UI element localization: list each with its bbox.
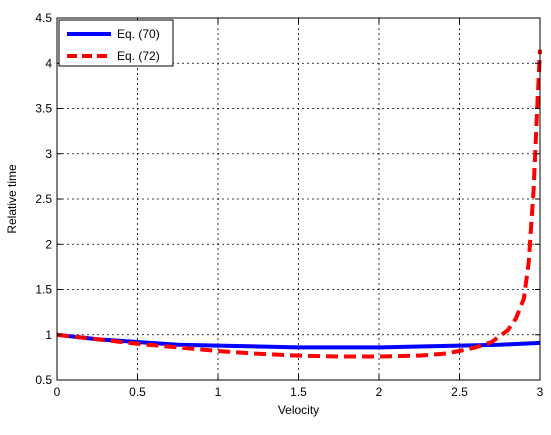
y-tick-label: 1 bbox=[45, 328, 52, 342]
y-tick-label: 4 bbox=[45, 56, 52, 70]
tick-marks bbox=[56, 17, 541, 381]
x-tick-label: 1 bbox=[215, 385, 222, 399]
x-tick-label: 1.5 bbox=[290, 385, 307, 399]
legend-box bbox=[58, 19, 174, 67]
y-tick-label: 1.5 bbox=[35, 283, 52, 297]
x-tick-label: 2 bbox=[376, 385, 383, 399]
y-tick-labels: 0.5 1 1.5 2 2.5 3 3.5 4 4.5 bbox=[35, 11, 52, 387]
legend-label-eq72: Eq. (72) bbox=[117, 49, 160, 63]
legend-label-eq70: Eq. (70) bbox=[117, 27, 160, 41]
x-tick-labels: 0 0.5 1 1.5 2 2.5 3 bbox=[54, 385, 544, 399]
y-tick-label: 4.5 bbox=[35, 11, 52, 25]
y-tick-label: 2 bbox=[45, 237, 52, 251]
legend: Eq. (70) Eq. (72) bbox=[58, 19, 174, 67]
y-tick-label: 0.5 bbox=[35, 373, 52, 387]
x-tick-label: 3 bbox=[537, 385, 544, 399]
x-tick-label: 2.5 bbox=[451, 385, 468, 399]
series-layer bbox=[56, 49, 542, 359]
grid-lines bbox=[57, 18, 540, 380]
y-tick-label: 3 bbox=[45, 147, 52, 161]
x-axis-label: Velocity bbox=[278, 403, 319, 417]
series-line-eq72 bbox=[56, 49, 542, 359]
y-tick-label: 2.5 bbox=[35, 192, 52, 206]
x-tick-label: 0.5 bbox=[129, 385, 146, 399]
x-tick-label: 0 bbox=[54, 385, 61, 399]
y-tick-label: 3.5 bbox=[35, 102, 52, 116]
y-axis-label: Relative time bbox=[5, 164, 19, 234]
